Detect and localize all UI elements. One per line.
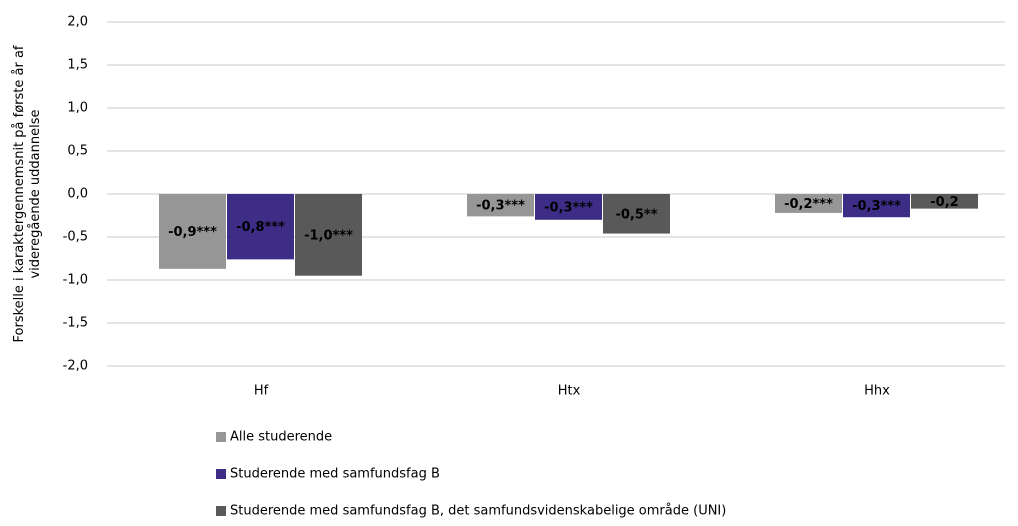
- bar: [911, 194, 978, 209]
- legend-swatch: [216, 469, 226, 479]
- bar: [775, 194, 842, 213]
- legend-label: Studerende med samfundsfag B: [230, 467, 440, 482]
- x-tick-label: Hhx: [864, 384, 890, 399]
- y-tick-label: 0,0: [67, 187, 88, 202]
- y-tick-label: -2,0: [63, 359, 88, 374]
- data-label: -0,9***: [168, 225, 217, 240]
- data-label: -0,3***: [476, 199, 525, 214]
- legend-label: Studerende med samfundsfag B, det samfun…: [230, 504, 726, 519]
- x-tick-label: Htx: [558, 384, 581, 399]
- bar: [467, 194, 534, 217]
- data-label: -1,0***: [304, 228, 353, 243]
- bar: [603, 194, 670, 234]
- y-tick-label: 1,0: [67, 101, 88, 116]
- legend-swatch: [216, 506, 226, 516]
- y-tick-label: 0,5: [67, 144, 88, 159]
- data-label: -0,8***: [236, 220, 285, 235]
- legend-swatch: [216, 432, 226, 442]
- y-axis-title: Forskelle i karaktergennemsnit på første…: [12, 45, 43, 343]
- bar: [295, 194, 362, 276]
- x-tick-label: Hf: [254, 384, 269, 399]
- bar: [535, 194, 602, 220]
- data-label: -0,2***: [784, 197, 833, 212]
- y-tick-label: 1,5: [67, 58, 88, 73]
- bar: [159, 194, 226, 269]
- y-tick-label: -0,5: [63, 230, 88, 245]
- y-tick-label: -1,5: [63, 316, 88, 331]
- bar: [843, 194, 910, 218]
- bar: [227, 194, 294, 260]
- data-label: -0,5**: [615, 207, 657, 222]
- legend-label: Alle studerende: [230, 430, 332, 445]
- data-label: -0,3***: [852, 199, 901, 214]
- data-label: -0,3***: [544, 200, 593, 215]
- data-label: -0,2: [930, 195, 958, 210]
- y-tick-label: 2,0: [67, 15, 88, 30]
- y-tick-label: -1,0: [63, 273, 88, 288]
